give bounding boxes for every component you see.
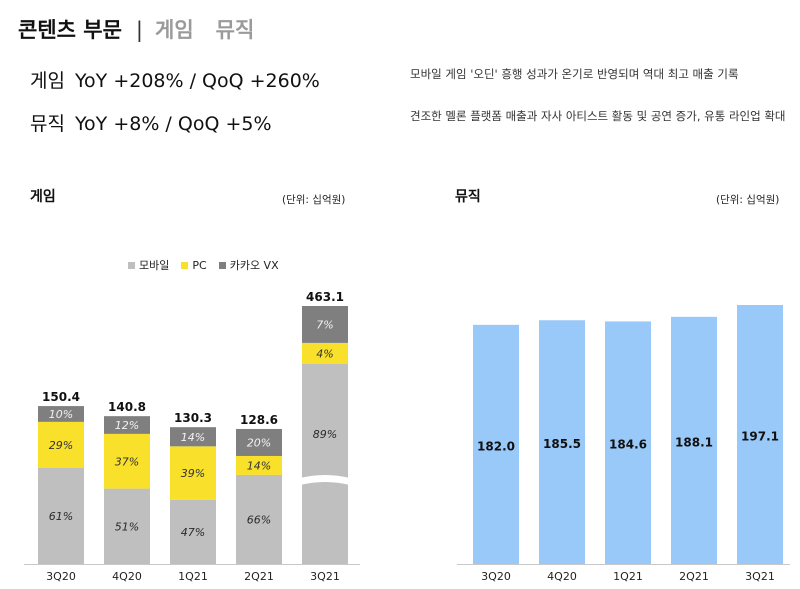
game-share-label-kakao-vx-1Q21: 14% (181, 431, 205, 444)
game-total-label-4Q20: 140.8 (108, 400, 146, 414)
legend-swatch-kakao-vx (218, 261, 226, 269)
music-value-label-3Q20: 182.0 (477, 439, 515, 453)
music-chart-unit: (단위: 십억원) (716, 194, 780, 206)
game-x-tick-2Q21: 2Q21 (244, 570, 274, 583)
game-bar-pc-4Q20 (104, 433, 150, 489)
header-title: 콘텐츠 부문 (18, 18, 122, 42)
game-share-label-kakao-vx-4Q20: 12% (115, 419, 139, 432)
music-x-tick-2Q21: 2Q21 (679, 570, 709, 583)
game-share-label-kakao-vx-2Q21: 20% (247, 436, 271, 449)
game-bar-mobile-4Q20 (104, 488, 150, 564)
kpi-game: 게임 YoY +208% / QoQ +260% (30, 66, 320, 93)
game-share-label-mobile-3Q21: 89% (313, 428, 337, 441)
music-bar-1Q21 (605, 321, 651, 564)
header-separator: | (135, 18, 143, 42)
game-share-label-mobile-3Q20: 61% (49, 510, 73, 523)
music-x-tick-1Q21: 1Q21 (613, 570, 643, 583)
music-x-tick-3Q20: 3Q20 (481, 570, 511, 583)
music-value-label-1Q21: 184.6 (609, 438, 647, 452)
game-x-tick-3Q20: 3Q20 (46, 570, 76, 583)
game-share-label-kakao-vx-3Q20: 10% (49, 408, 73, 421)
kpi-music: 뮤직 YoY +8% / QoQ +5% (30, 109, 272, 136)
game-chart-legend: 모바일 PC 카카오 VX (128, 257, 279, 273)
game-share-label-pc-3Q20: 29% (49, 439, 73, 452)
music-x-tick-4Q20: 4Q20 (547, 570, 577, 583)
game-chart-title: 게임 (30, 189, 56, 205)
game-bar-kakao-vx-3Q20 (38, 406, 84, 422)
game-share-label-pc-4Q20: 37% (115, 455, 139, 468)
kpi-game-text: YoY +208% / QoQ +260% (74, 70, 320, 92)
music-bar-3Q20 (473, 324, 519, 564)
game-share-label-pc-1Q21: 39% (181, 467, 205, 480)
game-bar-mobile-1Q21 (170, 499, 216, 564)
music-chart-title: 뮤직 (455, 189, 481, 205)
game-bar-pc-3Q20 (38, 421, 84, 468)
game-bar-pc-3Q21 (302, 342, 348, 364)
game-total-label-1Q21: 130.3 (174, 411, 212, 425)
music-value-label-2Q21: 188.1 (675, 435, 713, 449)
music-value-label-4Q20: 185.5 (543, 437, 581, 451)
game-share-label-mobile-4Q20: 51% (115, 520, 139, 533)
note-game: 모바일 게임 '오딘' 흥행 성과가 온기로 반영되며 역대 최고 매출 기록 (410, 67, 739, 81)
music-x-tick-3Q21: 3Q21 (745, 570, 775, 583)
game-chart-unit: (단위: 십억원) (282, 194, 346, 206)
game-x-tick-3Q21: 3Q21 (310, 570, 340, 583)
game-bar-kakao-vx-4Q20 (104, 416, 150, 434)
legend-label-pc: PC (192, 258, 207, 272)
game-bar-pc-2Q21 (236, 455, 282, 475)
game-bar-kakao-vx-2Q21 (236, 428, 282, 456)
game-bar-pc-1Q21 (170, 446, 216, 500)
game-share-label-kakao-vx-3Q21: 7% (316, 318, 333, 331)
legend-label-mobile: 모바일 (139, 259, 170, 272)
legend-item-kakao-vx: 카카오 VX (218, 257, 279, 273)
music-bar-4Q20 (539, 320, 585, 564)
kpi-music-text: YoY +8% / QoQ +5% (74, 113, 272, 135)
music-bar-2Q21 (671, 316, 717, 564)
legend-swatch-pc (181, 261, 189, 269)
game-share-label-mobile-2Q21: 66% (247, 513, 271, 526)
header-tab-music[interactable]: 뮤직 (215, 18, 255, 42)
music-bar-3Q21 (737, 305, 783, 564)
kpi-music-category: 뮤직 (30, 113, 65, 135)
kpi-game-category: 게임 (30, 70, 65, 92)
legend-label-kakao-vx: 카카오 VX (229, 259, 279, 272)
game-total-label-3Q20: 150.4 (42, 390, 80, 404)
game-bar-mobile-3Q20 (38, 467, 84, 564)
game-total-label-3Q21: 463.1 (306, 290, 344, 304)
game-x-tick-4Q20: 4Q20 (112, 570, 142, 583)
note-music: 견조한 멜론 플랫폼 매출과 자사 아티스트 활동 및 공연 증가, 유통 라인… (410, 109, 786, 123)
game-bar-kakao-vx-3Q21 (302, 306, 348, 343)
game-share-label-pc-2Q21: 14% (247, 459, 271, 472)
game-x-tick-1Q21: 1Q21 (178, 570, 208, 583)
section-header: 콘텐츠 부문 | 게임 뮤직 (18, 14, 276, 44)
game-share-label-mobile-1Q21: 47% (181, 526, 205, 539)
legend-item-pc: PC (181, 257, 207, 273)
music-value-label-3Q21: 197.1 (741, 430, 779, 444)
game-bar-mobile-2Q21 (236, 474, 282, 564)
header-tab-game[interactable]: 게임 (155, 18, 194, 42)
game-bar-kakao-vx-1Q21 (170, 427, 216, 447)
legend-swatch-mobile (128, 261, 135, 269)
legend-item-mobile: 모바일 (128, 257, 169, 273)
game-share-label-pc-3Q21: 4% (316, 347, 333, 360)
game-axis-break-3Q21 (300, 475, 350, 485)
game-total-label-2Q21: 128.6 (240, 413, 278, 427)
game-bar-mobile-3Q21 (302, 364, 348, 564)
